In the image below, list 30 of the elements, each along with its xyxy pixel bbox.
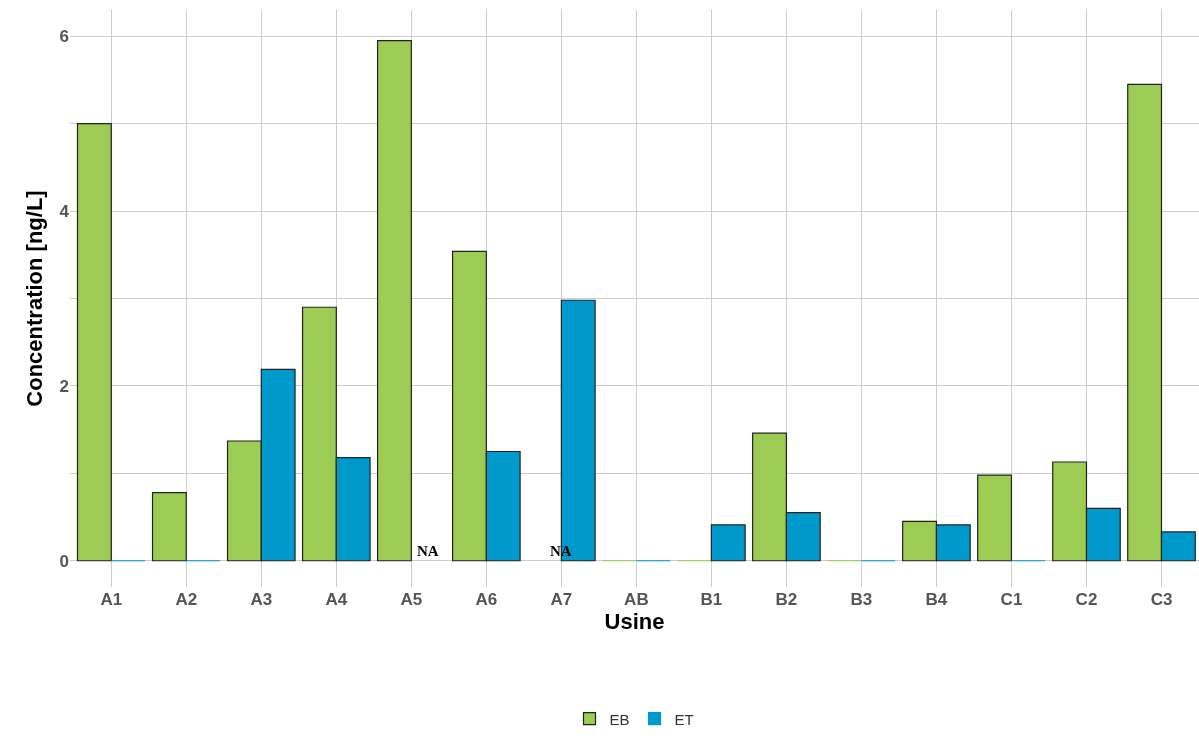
x-tick-label: B4 — [925, 590, 948, 609]
y-tick-label: 4 — [59, 202, 70, 222]
bar — [151, 491, 187, 562]
legend-label: ET — [674, 710, 694, 728]
x-tick-label: A3 — [250, 590, 273, 609]
y-tick-label: 2 — [59, 376, 69, 396]
x-tick-label: A7 — [550, 590, 573, 609]
y-axis-title: Concentration [ng/L] — [22, 190, 48, 407]
x-tick-label: C3 — [1150, 590, 1173, 609]
legend-label: EB — [609, 710, 630, 728]
x-tick-label: AB — [624, 590, 649, 609]
y-tick-label: 6 — [59, 27, 69, 47]
bar — [76, 123, 112, 562]
x-tick-label: A6 — [475, 590, 498, 609]
y-tick-label: 0 — [59, 551, 69, 571]
x-tick-label: C2 — [1075, 590, 1098, 609]
x-tick-label: B1 — [700, 590, 723, 609]
x-tick-label: A2 — [175, 590, 198, 609]
x-tick-label: B3 — [850, 590, 873, 609]
x-tick-label: A5 — [400, 590, 423, 609]
annotation: NA — [417, 543, 439, 559]
bar — [977, 474, 1013, 562]
x-tick-label: A1 — [100, 590, 123, 609]
x-axis-title: Usine — [604, 609, 665, 634]
x-tick-label: A4 — [325, 590, 348, 609]
annotation: NA — [550, 543, 572, 559]
x-tick-label: C1 — [1000, 590, 1023, 609]
bar — [710, 524, 746, 562]
bar — [376, 40, 412, 562]
x-tick-label: B2 — [775, 590, 798, 609]
